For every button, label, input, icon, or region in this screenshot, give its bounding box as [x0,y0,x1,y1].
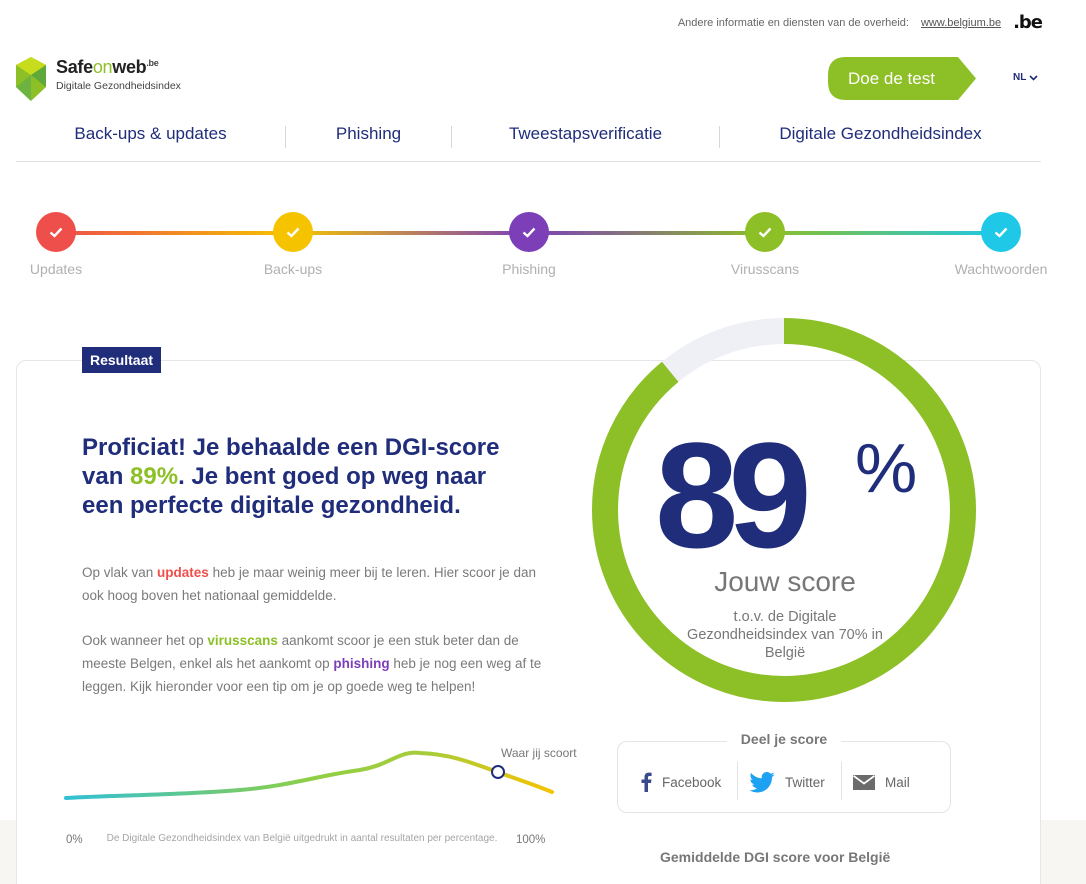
nav-item-two-step-verification[interactable]: Tweestapsverificatie [452,126,720,148]
government-bar: Andere informatie en diensten van de ove… [678,12,1042,33]
share-mail-button[interactable]: Mail [853,763,910,801]
language-label: NL [1013,72,1026,83]
facebook-icon [640,772,652,792]
brand-name: Safeonweb.be [56,57,181,78]
nav-item-phishing[interactable]: Phishing [286,126,452,148]
step-label-backups: Back-ups [223,261,363,277]
chevron-down-icon [1029,75,1038,81]
be-logo[interactable]: .be [1013,12,1042,33]
your-score-label: Waar jij scoort [501,746,577,760]
result-badge: Resultaat [82,347,161,373]
distribution-curve [60,740,560,820]
check-icon [522,227,536,238]
score-label: Jouw score [640,566,930,598]
step-label-phishing: Phishing [459,261,599,277]
score-unit: % [855,428,917,508]
axis-min-label: 0% [66,834,83,846]
result-headline: Proficiat! Je behaalde een DGI-score van… [82,433,502,520]
mail-label: Mail [885,775,910,790]
step-updates[interactable] [36,212,76,252]
step-label-passwords: Wachtwoorden [931,261,1071,277]
check-icon [49,227,63,238]
result-paragraph-virusscans-phishing: Ook wanneer het op virusscans aankomt sc… [82,629,542,698]
belgium-average-title: Gemiddelde DGI score voor België [660,849,890,865]
step-backups[interactable] [273,212,313,252]
belgium-link[interactable]: www.belgium.be [921,17,1001,29]
nav-item-digital-health-index[interactable]: Digitale Gezondheidsindex [720,126,1041,148]
main-nav: Back-ups & updates Phishing Tweestapsver… [16,120,1041,162]
brand-subtitle: Digitale Gezondheidsindex [56,80,181,92]
safeonweb-logo[interactable]: Safeonweb.be Digitale Gezondheidsindex [16,57,181,101]
share-divider [841,762,842,800]
share-divider [737,762,738,800]
nav-item-backups-updates[interactable]: Back-ups & updates [16,126,286,148]
share-twitter-button[interactable]: Twitter [749,763,825,801]
facebook-label: Facebook [662,775,721,790]
share-facebook-button[interactable]: Facebook [640,763,721,801]
axis-description: De Digitale Gezondheidsindex van België … [96,832,508,846]
your-score-marker [492,766,504,778]
share-title: Deel je score [727,731,841,747]
check-icon [286,227,300,238]
language-select[interactable]: NL [1013,72,1038,83]
score-comparison: t.o.v. de Digitale Gezondheidsindex van … [680,608,890,662]
step-label-virusscans: Virusscans [695,261,835,277]
government-bar-text: Andere informatie en diensten van de ove… [678,17,909,29]
result-paragraph-updates: Op vlak van updates heb je maar weinig m… [82,561,542,607]
twitter-icon [749,772,775,793]
score-value: 89 [655,420,802,570]
step-label-updates: Updates [0,261,126,277]
twitter-label: Twitter [785,775,825,790]
check-icon [758,227,772,238]
step-passwords[interactable] [981,212,1021,252]
mail-icon [853,775,875,790]
axis-max-label: 100% [516,834,545,846]
do-the-test-button[interactable]: Doe de test [828,57,976,100]
check-icon [994,227,1008,238]
shield-logo-icon [16,57,46,101]
step-virusscans[interactable] [745,212,785,252]
step-phishing[interactable] [509,212,549,252]
cta-label: Doe de test [848,69,935,89]
